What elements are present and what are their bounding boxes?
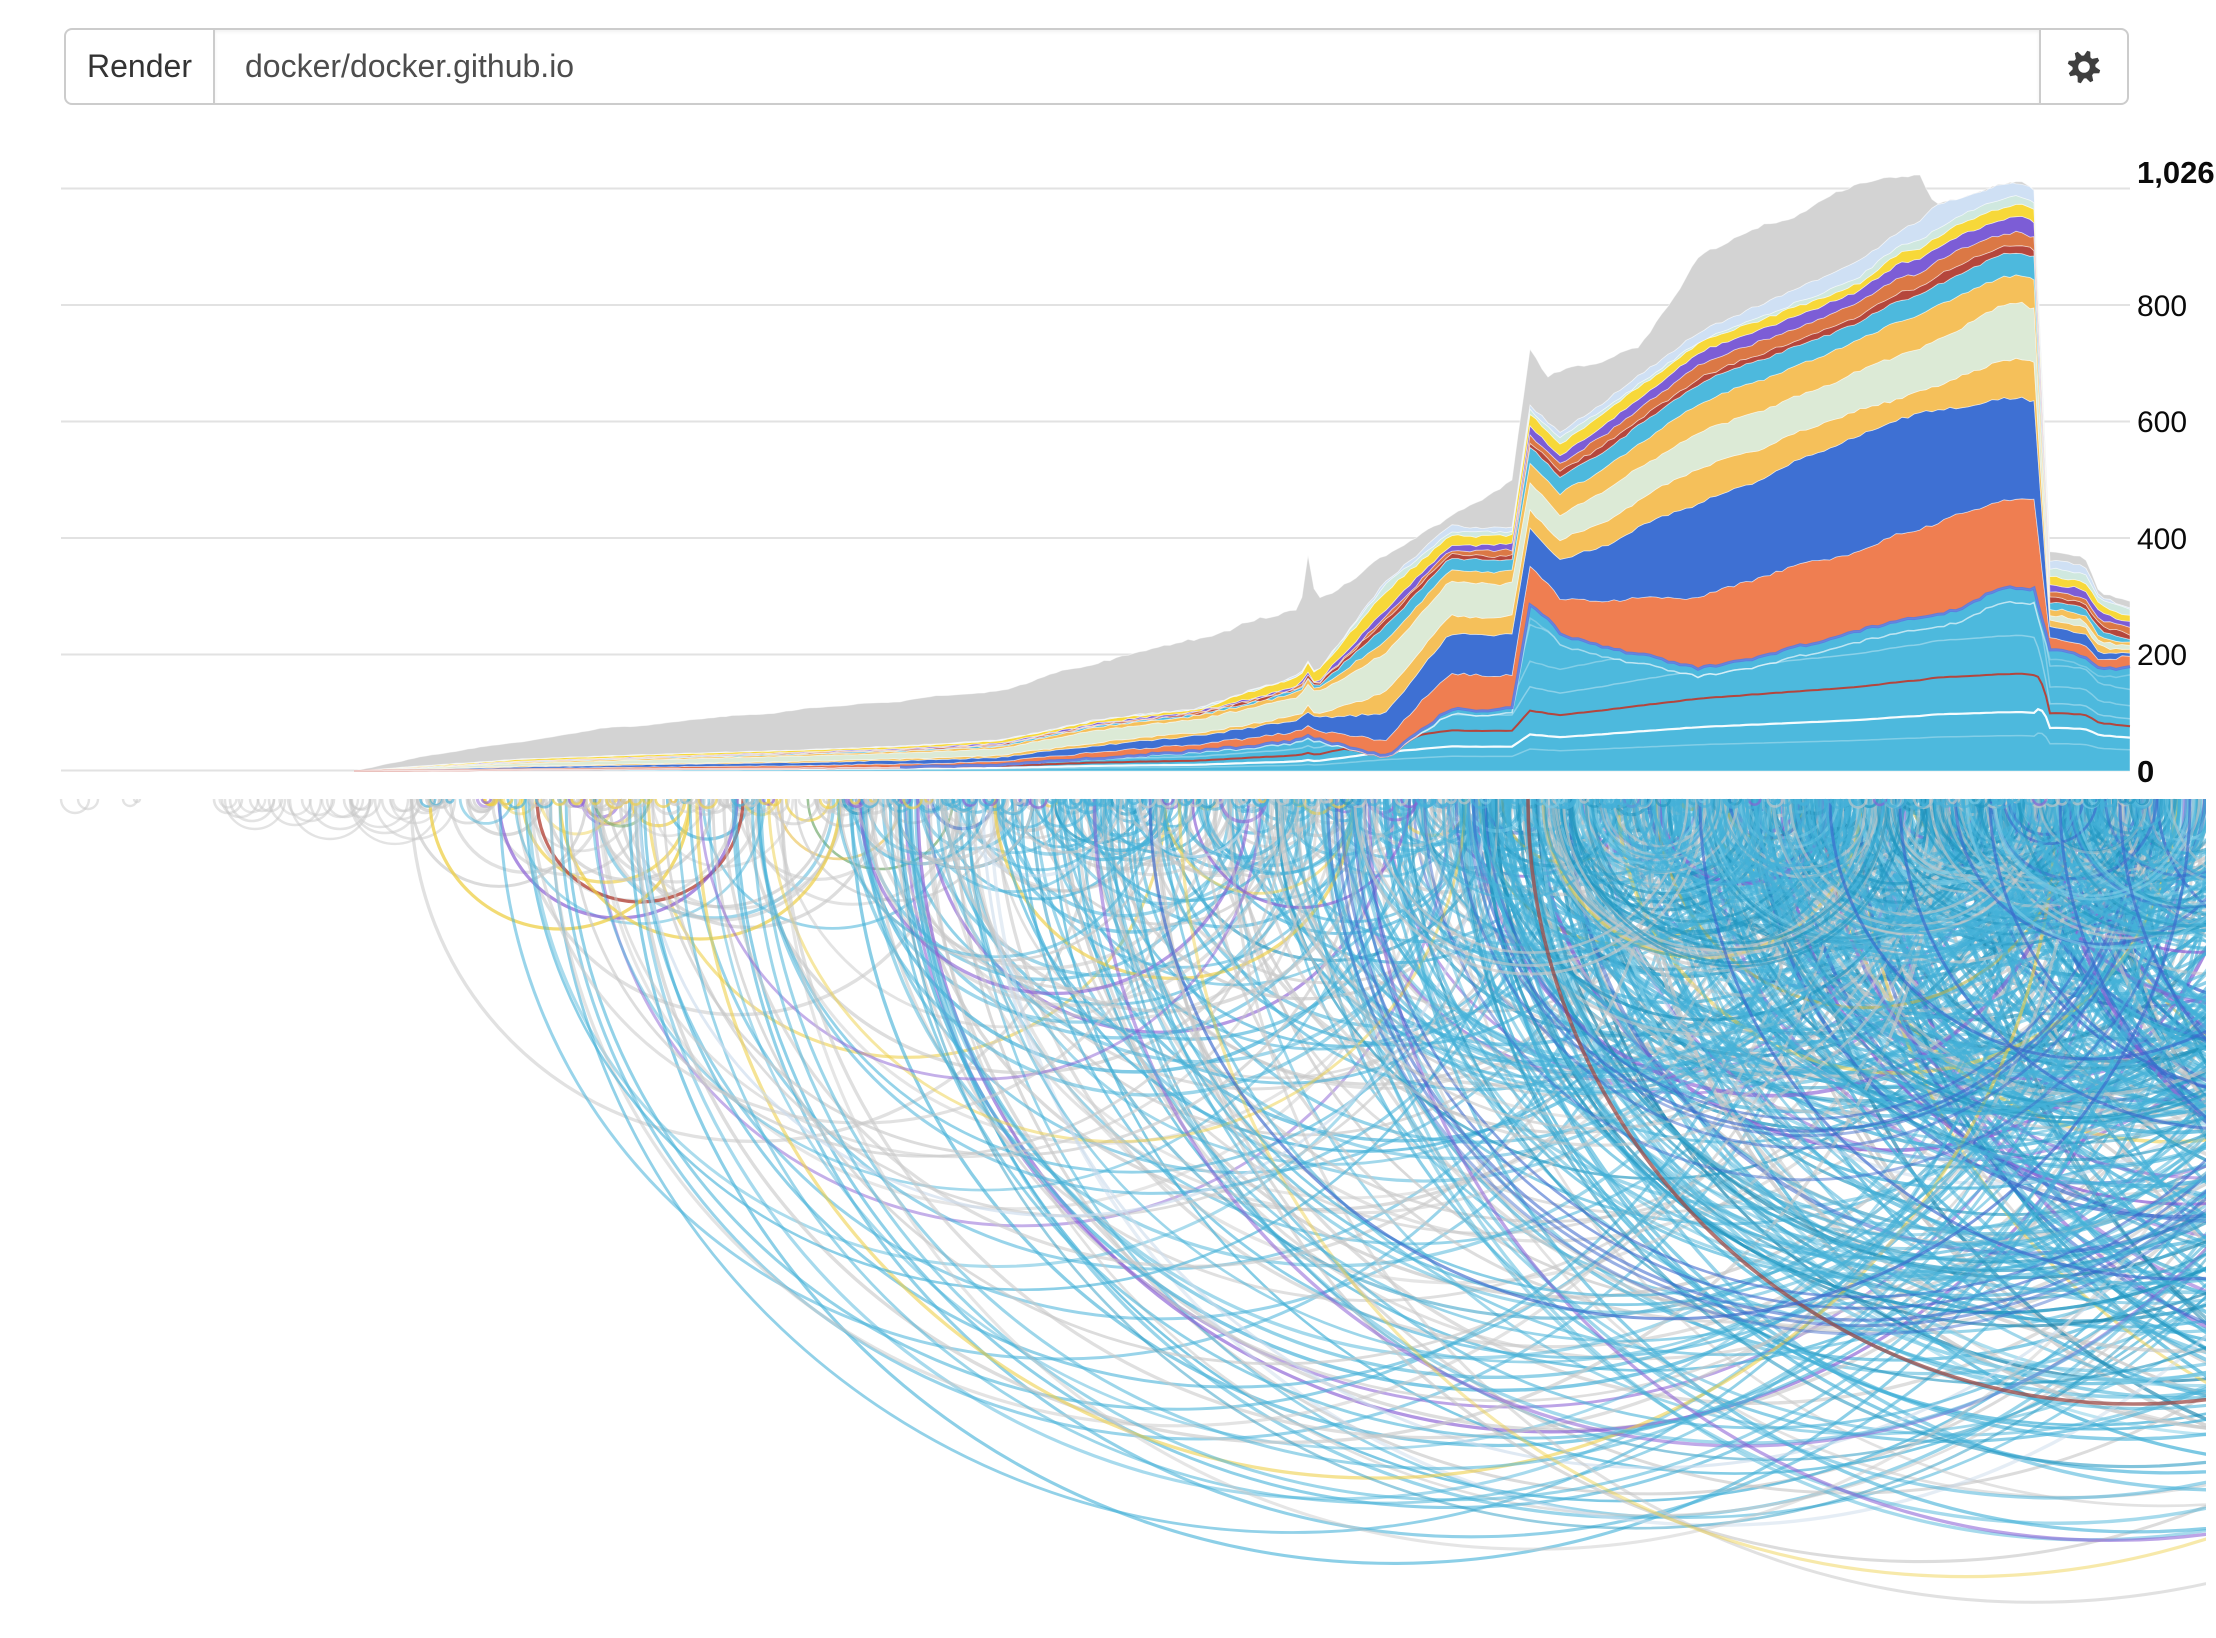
svg-text:600: 600	[2137, 406, 2187, 439]
svg-text:200: 200	[2137, 639, 2187, 672]
svg-text:1,026: 1,026	[2137, 155, 2215, 190]
svg-text:0: 0	[2137, 754, 2154, 789]
svg-text:400: 400	[2137, 523, 2187, 556]
svg-text:800: 800	[2137, 290, 2187, 323]
